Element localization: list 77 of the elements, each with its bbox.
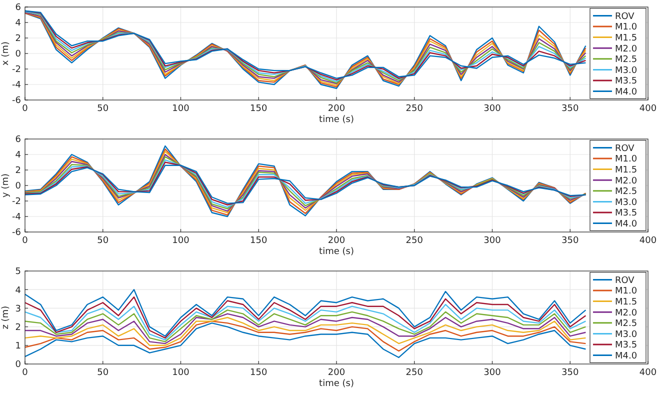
y-tick-label: 2	[15, 166, 21, 176]
x-tick-label: 250	[406, 368, 424, 378]
y-axis-title: z (m)	[1, 306, 11, 330]
y-tick-label: 5	[15, 267, 21, 278]
x-tick-label: 200	[328, 104, 346, 114]
legend-label: M1.5	[615, 166, 638, 176]
x-tick-label: 0	[22, 368, 28, 378]
legend-label: M2.5	[615, 55, 638, 66]
x-tick-label: 150	[250, 104, 268, 114]
legend-label: M1.0	[615, 22, 638, 33]
legend-label: M2.0	[615, 44, 638, 54]
y-tick-label: 2	[15, 323, 21, 333]
legend-label: M1.0	[615, 286, 638, 297]
y-tick-label: 3	[15, 304, 21, 314]
legend-label: M4.0	[615, 88, 638, 98]
legend-label: M2.0	[615, 308, 638, 318]
legend-label: M3.5	[615, 208, 638, 219]
legend-label: ROV	[615, 144, 636, 154]
legend-label: M3.0	[615, 66, 638, 76]
x-tick-label: 250	[406, 236, 424, 246]
y-tick-label: 4	[15, 18, 22, 29]
legend-label: M3.0	[615, 198, 638, 208]
y-tick-label: 6	[15, 3, 22, 14]
y-tick-label: -6	[12, 228, 22, 238]
legend-label: M2.5	[615, 319, 638, 330]
x-tick-label: 150	[250, 368, 268, 378]
legend-label: M4.0	[615, 352, 638, 362]
x-tick-label: 400	[639, 368, 657, 378]
x-tick-label: 350	[562, 104, 579, 114]
y-tick-label: -2	[12, 65, 21, 76]
legend-label: M1.0	[615, 154, 638, 165]
y-axis-title: x (m)	[1, 42, 11, 66]
x-tick-label: 400	[639, 104, 657, 114]
y-tick-label: -2	[12, 197, 21, 208]
x-tick-label: 100	[172, 104, 190, 114]
y-tick-label: 0	[15, 50, 22, 60]
x-tick-label: 250	[406, 104, 424, 114]
x-tick-label: 400	[639, 236, 657, 246]
x-axis-title: time (s)	[319, 379, 354, 389]
x-tick-label: 350	[562, 236, 579, 246]
legend-label: M4.0	[615, 220, 638, 230]
y-tick-label: 0	[15, 360, 22, 370]
x-tick-label: 350	[562, 368, 579, 378]
legend-label: M1.5	[615, 34, 638, 44]
x-tick-label: 200	[328, 236, 346, 246]
x-tick-label: 100	[172, 368, 190, 378]
legend-label: M3.5	[615, 76, 638, 87]
y-tick-label: 6	[15, 135, 22, 146]
x-tick-label: 300	[484, 236, 502, 246]
x-tick-label: 150	[250, 236, 268, 246]
x-tick-label: 0	[22, 236, 28, 246]
y-tick-label: -4	[12, 212, 22, 223]
legend-label: ROV	[615, 276, 636, 286]
y-tick-label: 4	[15, 286, 22, 296]
legend-label: M1.5	[615, 298, 638, 308]
x-tick-label: 50	[97, 236, 109, 246]
x-tick-label: 50	[97, 368, 109, 378]
y-tick-label: -6	[12, 96, 22, 106]
x-tick-label: 200	[328, 368, 346, 378]
y-tick-label: -4	[12, 80, 22, 91]
x-tick-label: 300	[484, 104, 502, 114]
x-tick-label: 100	[172, 236, 190, 246]
y-tick-label: 0	[15, 182, 22, 192]
legend-label: ROV	[615, 12, 636, 22]
x-axis-title: time (s)	[319, 115, 354, 125]
x-tick-label: 50	[97, 104, 109, 114]
legend-label: M2.5	[615, 187, 638, 198]
y-tick-label: 2	[15, 34, 21, 44]
legend-label: M3.0	[615, 330, 638, 340]
legend-label: M2.0	[615, 176, 638, 186]
legend-label: M3.5	[615, 340, 638, 351]
x-tick-label: 0	[22, 104, 28, 114]
y-tick-label: 1	[15, 342, 21, 352]
y-axis-title: y (m)	[1, 174, 11, 198]
x-tick-label: 300	[484, 368, 502, 378]
x-axis-title: time (s)	[319, 247, 354, 257]
y-tick-label: 4	[15, 150, 22, 161]
